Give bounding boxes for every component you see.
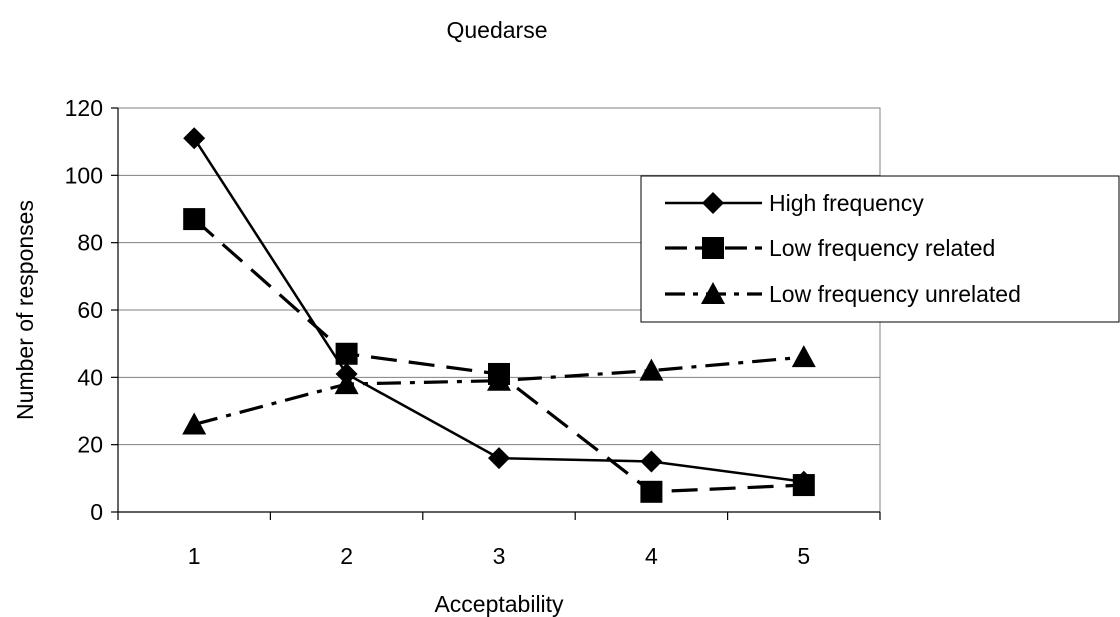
y-tick-label: 40 (77, 364, 103, 390)
data-point (487, 368, 511, 391)
x-axis-label: Acceptability (434, 591, 564, 617)
legend-marker (702, 237, 724, 259)
y-tick-label: 120 (65, 95, 103, 121)
series-3 (182, 345, 816, 435)
legend-label: Low frequency related (769, 235, 995, 261)
legend-label: High frequency (769, 190, 924, 216)
x-tick-label: 1 (188, 543, 201, 569)
series-line (193, 355, 804, 427)
data-point (488, 447, 510, 470)
x-tick-label: 2 (340, 543, 353, 569)
data-point (639, 358, 664, 381)
x-tick-label: 3 (493, 543, 506, 569)
y-tick-label: 0 (90, 499, 103, 525)
data-point (640, 480, 663, 503)
y-tick-label: 20 (77, 432, 103, 458)
legend: High frequency Low frequency related Low f… (640, 175, 1120, 323)
gridlines (118, 107, 880, 446)
x-axis: 1 2 3 4 5 (117, 511, 881, 569)
y-tick-label: 100 (65, 162, 103, 188)
data-point (183, 127, 206, 150)
y-axis: 0 20 40 60 80 100 120 (65, 95, 119, 525)
y-tick-label: 60 (77, 297, 103, 323)
x-tick-label: 5 (797, 543, 810, 569)
series-layer (182, 127, 816, 503)
data-point (640, 450, 663, 473)
data-point (335, 342, 358, 365)
data-point (182, 412, 207, 435)
legend-marker (701, 282, 725, 304)
chart-title: Quedarse (446, 17, 547, 43)
data-point (791, 345, 816, 368)
x-tick-label: 4 (645, 543, 658, 569)
data-point (183, 208, 206, 231)
legend-marker (702, 192, 724, 214)
data-point (334, 372, 359, 395)
data-point (792, 474, 815, 497)
y-axis-label: Number of responses (12, 200, 38, 420)
legend-label: Low frequency unrelated (769, 281, 1021, 307)
y-tick-label: 80 (77, 230, 103, 256)
